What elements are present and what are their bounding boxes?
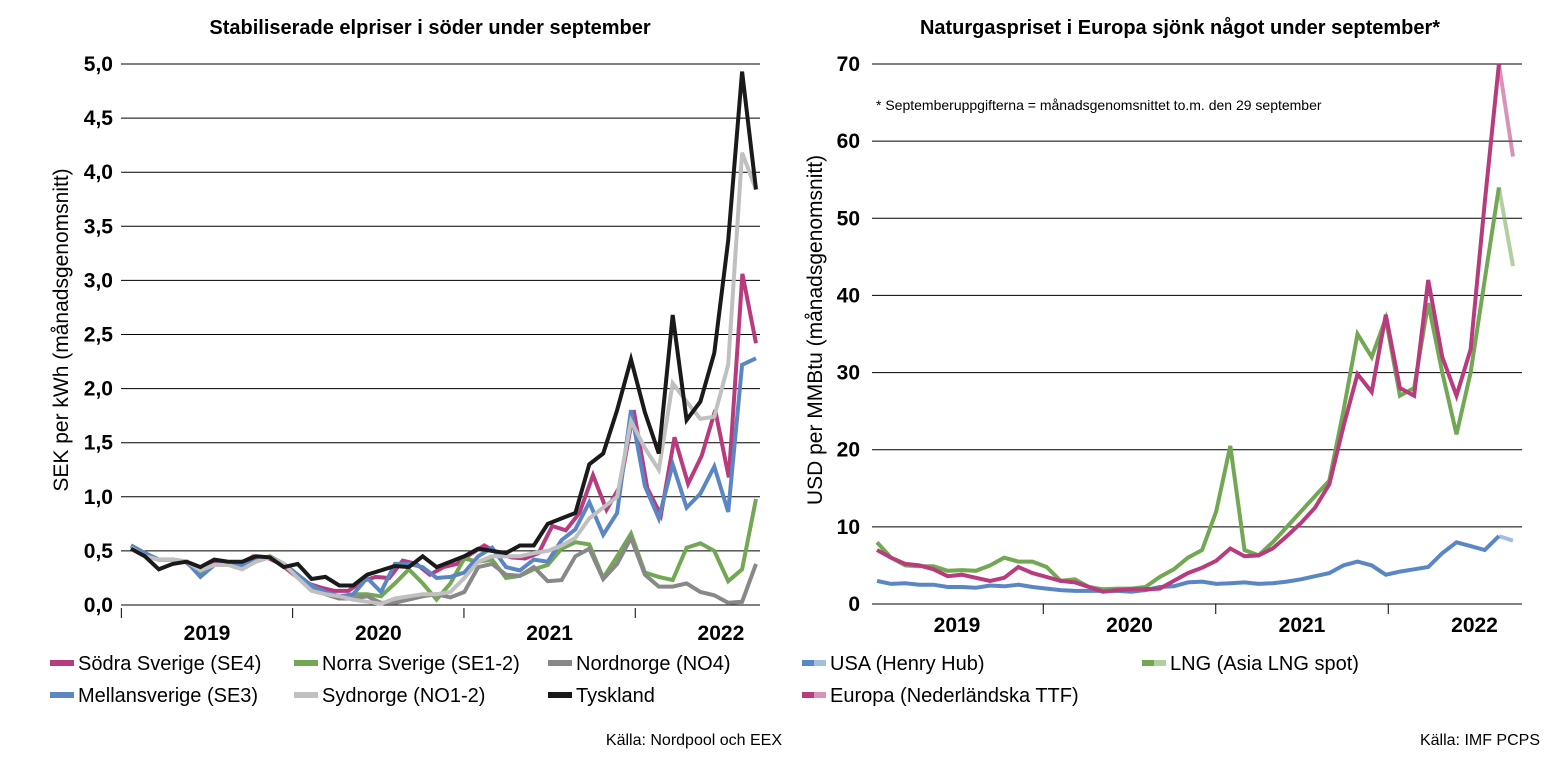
right-x-tick-marks xyxy=(1042,604,1389,614)
series-line-sydnorge-no1-2 xyxy=(129,151,758,606)
series-line-preliminary-lng-asia-lng-spot xyxy=(1496,187,1515,267)
series-line-mellansverige-se3 xyxy=(130,356,757,599)
y-tick-label: 10 xyxy=(837,516,860,539)
right-y-axis-label: USD per MMBtu (månadsgenomsnitt) xyxy=(804,155,827,505)
legend-label: Mellansverige (SE3) xyxy=(78,685,258,707)
right-source: Källa: IMF PCPS xyxy=(1420,732,1540,749)
y-tick-label: 50 xyxy=(837,207,860,230)
y-tick-label: 4,5 xyxy=(84,107,114,130)
left-gridlines xyxy=(121,63,760,552)
right-chart: Naturgaspriset i Europa sjönk något unde… xyxy=(802,16,1540,749)
x-tick-label: 2020 xyxy=(355,622,402,645)
x-tick-label: 2020 xyxy=(1106,614,1153,637)
x-tick-label: 2022 xyxy=(698,622,745,645)
right-gridlines xyxy=(872,63,1522,528)
y-tick-label: 3,5 xyxy=(84,215,114,238)
right-chart-title: Naturgaspriset i Europa sjönk något unde… xyxy=(920,16,1440,39)
series-line-usa-henry-hub xyxy=(876,534,1501,594)
series-line-lng-asia-lng-spot xyxy=(875,187,1501,592)
left-source: Källa: Nordpool och EEX xyxy=(606,732,782,749)
left-chart: Stabiliserade elpriser i söder under sep… xyxy=(50,17,782,749)
legend-label: Europa (Nederländska TTF) xyxy=(830,685,1079,707)
series-line-preliminary-usa-henry-hub xyxy=(1498,534,1514,543)
y-tick-label: 5,0 xyxy=(84,53,113,76)
y-tick-label: 1,5 xyxy=(84,432,114,455)
y-tick-label: 0 xyxy=(848,593,860,616)
right-chart-note: * Septemberuppgifterna = månadsgenomsnit… xyxy=(876,97,1322,113)
series-line-tyskland xyxy=(130,71,758,588)
y-tick-label: 60 xyxy=(837,130,860,153)
y-tick-label: 0,0 xyxy=(84,594,113,617)
left-y-tick-labels: 0,0 0,5 1,0 1,5 2,0 2,5 3,0 3,5 4,0 4,5 5,0 xyxy=(84,53,114,617)
y-tick-label: 3,0 xyxy=(84,269,113,292)
y-tick-label: 70 xyxy=(837,53,860,76)
left-legend: Södra Sverige (SE4) Norra Sverige (SE1-2)… xyxy=(50,653,731,707)
legend-label: Nordnorge (NO4) xyxy=(576,653,731,675)
left-series-lines xyxy=(129,71,758,606)
x-tick-label: 2021 xyxy=(1279,614,1326,637)
legend-label: Sydnorge (NO1-2) xyxy=(322,685,485,707)
legend-label: Tyskland xyxy=(576,685,655,707)
legend-label: Södra Sverige (SE4) xyxy=(78,653,261,675)
right-series-lines xyxy=(875,63,1515,594)
legend-label: LNG (Asia LNG spot) xyxy=(1170,653,1359,675)
right-y-tick-labels: 0 10 20 30 40 50 60 70 xyxy=(837,53,860,616)
y-tick-label: 30 xyxy=(837,362,860,385)
y-tick-label: 2,5 xyxy=(84,324,114,347)
left-chart-title: Stabiliserade elpriser i söder under sep… xyxy=(209,17,650,39)
series-line-europa-nederländska-ttf xyxy=(876,63,1501,594)
y-tick-label: 0,5 xyxy=(84,540,114,563)
y-tick-label: 4,0 xyxy=(84,161,113,184)
y-tick-label: 40 xyxy=(837,284,860,307)
legend-label: USA (Henry Hub) xyxy=(830,653,985,675)
x-tick-label: 2021 xyxy=(526,622,573,645)
left-y-axis-label: SEK per kWh (månadsgenomsnitt) xyxy=(50,168,73,491)
x-tick-label: 2019 xyxy=(184,622,231,645)
left-x-tick-marks xyxy=(120,608,636,618)
legend-label: Norra Sverige (SE1-2) xyxy=(322,653,520,675)
y-tick-label: 1,0 xyxy=(84,486,113,509)
series-line-preliminary-europa-nederländska-ttf xyxy=(1496,63,1515,157)
left-x-tick-labels: 2019 2020 2021 2022 xyxy=(184,622,745,645)
right-legend: USA (Henry Hub) LNG (Asia LNG spot) Europa… xyxy=(802,653,1359,707)
y-tick-label: 2,0 xyxy=(84,378,113,401)
y-tick-label: 20 xyxy=(837,439,860,462)
x-tick-label: 2022 xyxy=(1451,614,1498,637)
x-tick-label: 2019 xyxy=(934,614,981,637)
right-x-tick-labels: 2019 2020 2021 2022 xyxy=(934,614,1498,637)
